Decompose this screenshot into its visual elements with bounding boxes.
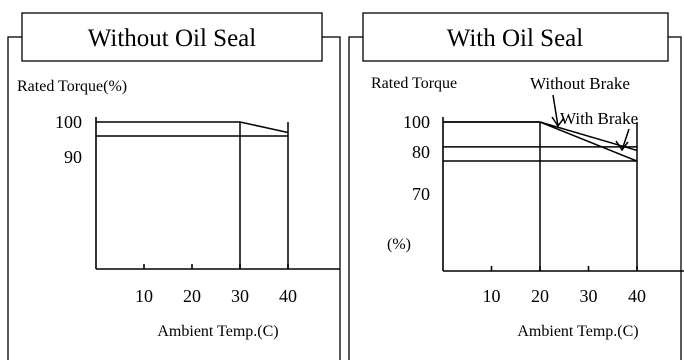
x-tick-label: 20 [183,286,201,306]
x-tick-label: 40 [279,286,297,306]
arrow-head [551,116,565,128]
x-tick-label: 10 [483,286,501,306]
y-unit-label: (%) [387,236,411,253]
x-tick-label: 20 [531,286,549,306]
panel-frame [348,36,682,360]
y-tick-label: 70 [412,184,430,204]
plot-area: 10 20 30 40 100 80 70 Without Brake With Brake [403,74,684,306]
panel-with-oil-seal: With Oil Seal Rated Torque (%) Ambient T… [348,12,684,360]
y-tick-label: 100 [403,112,430,132]
arrow-pointer [621,128,630,151]
series-label: Without Brake [530,74,630,93]
series-line [96,121,289,134]
x-tick-label: 30 [231,286,249,306]
arrow-pointer [552,94,559,127]
x-axis-label: Ambient Temp.(C) [517,323,638,340]
plot-area: 10 20 30 40 100 90 [55,112,340,306]
y-tick-label: 80 [412,142,430,162]
arrow-head [615,140,629,152]
chart-title: Without Oil Seal [88,25,256,52]
y-axis-label: Rated Torque(%) [17,78,127,95]
panel-frame [7,36,341,360]
x-tick-label: 40 [628,286,646,306]
y-axis-label: Rated Torque [371,75,457,92]
x-tick-label: 30 [580,286,598,306]
y-tick-label: 100 [55,112,82,132]
panel-without-oil-seal: Without Oil Seal Rated Torque(%) Ambient… [7,12,341,360]
x-tick-label: 10 [135,286,153,306]
series-line [443,121,638,162]
title-box [21,12,323,62]
series-label: With Brake [560,109,638,128]
chart-title: With Oil Seal [447,25,584,52]
x-axis-label: Ambient Temp.(C) [157,323,278,340]
title-box [362,12,669,62]
y-tick-label: 90 [64,147,82,167]
